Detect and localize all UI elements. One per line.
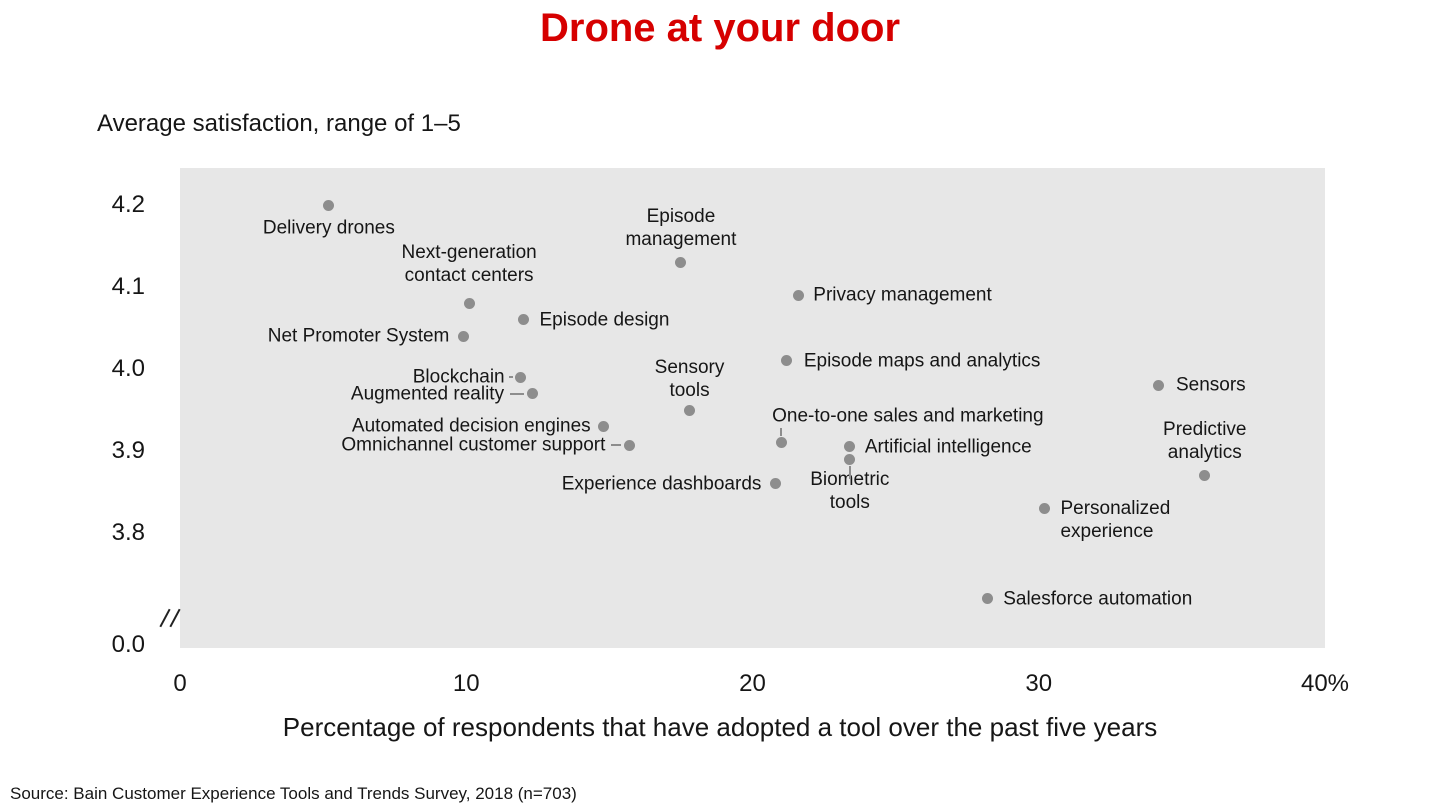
data-point <box>323 199 335 211</box>
data-point <box>457 330 469 342</box>
x-tick-label: 0 <box>173 670 187 697</box>
label-connector <box>508 376 513 379</box>
data-point <box>781 355 793 367</box>
x-tick-label: 20 <box>739 670 766 697</box>
data-point <box>792 289 804 301</box>
point-label: Delivery drones <box>262 217 395 239</box>
data-point <box>515 371 527 383</box>
data-point <box>844 441 856 453</box>
plot-area <box>180 168 1325 648</box>
label-connector <box>611 444 622 447</box>
point-label: Episode management <box>625 206 737 251</box>
data-point <box>684 404 696 416</box>
y-tick-label: 3.8 <box>111 519 145 546</box>
y-tick-label: 4.2 <box>111 191 145 218</box>
point-label: Predictive analytics <box>1163 418 1247 463</box>
data-point <box>518 314 529 326</box>
data-point <box>598 420 610 432</box>
point-label: Next-generation contact centers <box>401 242 537 287</box>
source-note: Source: Bain Customer Experience Tools a… <box>10 784 577 803</box>
point-label: Blockchain <box>412 366 505 388</box>
y-tick-label: 0.0 <box>111 631 145 659</box>
label-connector <box>848 466 851 480</box>
y-tick-label: 4.0 <box>111 355 145 382</box>
data-point <box>769 478 781 490</box>
y-tick-label: 4.1 <box>111 273 145 300</box>
y-axis-break-mark <box>169 608 181 628</box>
point-label: One-to-one sales and marketing <box>772 405 1044 427</box>
point-label: Biometric tools <box>810 469 890 514</box>
label-connector <box>780 427 783 436</box>
x-axis-title: Percentage of respondents that have adop… <box>282 712 1158 742</box>
point-label: Net Promoter System <box>267 325 450 347</box>
data-point <box>526 388 538 400</box>
point-label: Sensory tools <box>654 357 725 401</box>
data-point <box>675 256 687 268</box>
point-label: Artificial intelligence <box>864 436 1032 458</box>
y-tick-label: 3.9 <box>111 437 145 464</box>
x-tick-label: 30 <box>1025 670 1053 697</box>
data-point <box>623 439 635 451</box>
point-label: Episode design <box>539 309 670 331</box>
chart-title: Drone at your door <box>539 6 901 50</box>
point-label: Omnichannel customer support <box>341 434 606 456</box>
data-point <box>1199 470 1211 482</box>
x-tick-label: 10 <box>452 670 480 697</box>
y-axis-title: Average satisfaction, range of 1–5 <box>97 110 461 137</box>
point-label: Episode maps and analytics <box>803 350 1041 372</box>
point-label: Personalized experience <box>1060 498 1171 543</box>
data-point <box>1038 502 1050 514</box>
data-point <box>463 297 475 309</box>
data-point <box>844 453 856 465</box>
point-label: Salesforce automation <box>1003 588 1193 610</box>
point-label: Experience dashboards <box>561 473 762 495</box>
data-point <box>775 437 787 449</box>
point-label: Automated decision engines <box>351 415 591 437</box>
point-label: Sensors <box>1175 374 1246 396</box>
data-point <box>1153 379 1165 391</box>
point-label: Augmented reality <box>350 383 505 405</box>
label-connector <box>510 392 525 395</box>
x-tick-label: 40% <box>1300 670 1350 697</box>
data-point <box>981 593 993 605</box>
point-label: Privacy management <box>813 284 992 306</box>
